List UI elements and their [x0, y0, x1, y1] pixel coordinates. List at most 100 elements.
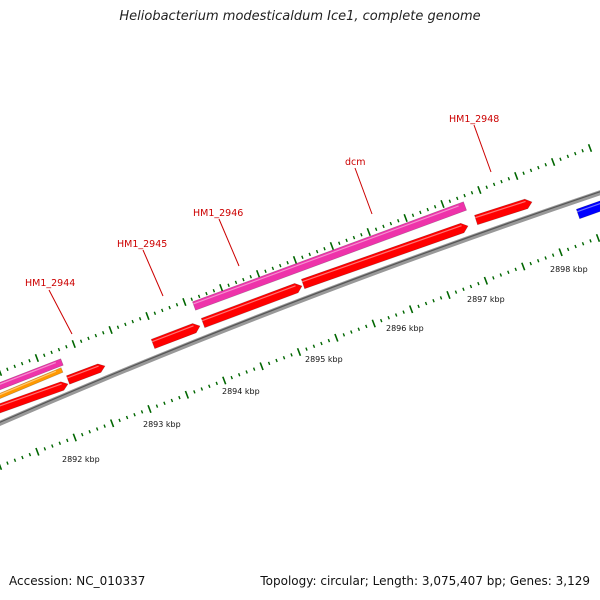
- lower-tick-mark: [133, 412, 136, 417]
- upper-tick-mark: [205, 291, 208, 296]
- upper-tick-mark: [448, 199, 452, 203]
- gene-label-dcm[interactable]: dcm: [345, 157, 366, 168]
- lower-tick-mark: [208, 384, 211, 388]
- upper-tick-mark: [212, 289, 216, 293]
- lower-tick-mark: [574, 244, 577, 249]
- gene-red-hm1-2944-highlight: [66, 365, 99, 379]
- lower-tick-mark: [88, 430, 91, 434]
- lower-tick-mark: [163, 401, 166, 406]
- upper-tick-mark: [264, 269, 267, 273]
- lower-tick-mark: [387, 316, 390, 320]
- lower-tick-mark: [544, 256, 547, 260]
- upper-tick-mark: [301, 255, 304, 259]
- gene-red-hm1-2946[interactable]: [200, 283, 303, 329]
- lower-tick-mark: [170, 398, 174, 403]
- lower-tick-mark: [282, 355, 286, 360]
- gene-pink-dcm-highlight: [193, 205, 459, 305]
- scale-label: 2895 kbp: [305, 355, 343, 364]
- lower-tick-mark: [6, 461, 9, 465]
- upper-tick-mark: [411, 213, 415, 217]
- gene-label-hm1-2945[interactable]: HM1_2945: [117, 239, 167, 250]
- lower-tick-mark: [230, 375, 233, 380]
- upper-tick-mark: [108, 325, 113, 335]
- lower-tick-mark: [215, 381, 218, 386]
- scale-label: 2894 kbp: [222, 387, 260, 396]
- lower-tick-mark: [514, 267, 517, 272]
- gene-red-left-highlight: [0, 383, 62, 407]
- genome-summary-text: Topology: circular; Length: 3,075,407 bp…: [260, 574, 590, 588]
- gene-orange-left[interactable]: [0, 367, 64, 401]
- gene-red-hm1-2946-highlight: [201, 285, 296, 322]
- lower-tick-mark: [95, 427, 99, 431]
- upper-tick-mark: [338, 241, 341, 245]
- lower-tick-mark: [312, 344, 316, 349]
- upper-tick-mark: [249, 275, 252, 279]
- upper-tick-mark: [559, 157, 562, 161]
- upper-tick-mark: [190, 297, 193, 301]
- lower-tick-mark: [147, 404, 152, 414]
- gene-label-hm1-2946[interactable]: HM1_2946: [193, 208, 243, 219]
- upper-tick-mark: [374, 227, 378, 231]
- upper-tick-mark: [0, 369, 3, 377]
- lower-tick-mark: [267, 361, 271, 366]
- gene-red-hm1-2945[interactable]: [150, 323, 201, 350]
- upper-tick-mark: [529, 168, 533, 173]
- lower-tick-mark: [178, 395, 181, 400]
- gene-red-hm1-2944[interactable]: [66, 363, 106, 385]
- upper-tick-mark: [522, 171, 525, 175]
- lower-tick-mark: [432, 298, 435, 303]
- upper-tick-mark: [419, 210, 422, 215]
- genome-title: Heliobacterium modesticaldum Ice1, compl…: [119, 9, 481, 24]
- upper-tick-mark: [500, 179, 503, 184]
- lower-tick-mark: [595, 233, 600, 243]
- upper-tick-mark: [279, 263, 282, 268]
- gene-pink-left-highlight: [0, 361, 56, 385]
- lower-tick-mark: [259, 362, 264, 371]
- lower-tick-mark: [469, 284, 473, 289]
- upper-tick-track: [0, 143, 593, 377]
- upper-tick-mark: [366, 227, 371, 237]
- upper-tick-mark: [456, 196, 459, 201]
- upper-tick-mark: [329, 241, 335, 251]
- upper-tick-mark: [57, 347, 61, 352]
- lower-tick-mark: [103, 424, 106, 428]
- gene-red-dcm-lower[interactable]: [300, 222, 469, 290]
- gene-label-hm1-2944[interactable]: HM1_2944: [25, 278, 75, 289]
- lower-tick-mark: [0, 463, 3, 471]
- gene-label-hm1-2948[interactable]: HM1_2948: [449, 114, 499, 125]
- upper-tick-mark: [587, 143, 593, 153]
- lower-tick-mark: [529, 261, 532, 266]
- upper-tick-mark: [227, 283, 230, 287]
- leader-hm1-2945: [142, 249, 164, 297]
- lower-tick-mark: [13, 458, 17, 463]
- gene-red-left[interactable]: [0, 381, 69, 414]
- upper-tick-mark: [315, 249, 319, 254]
- upper-tick-mark: [34, 353, 40, 363]
- upper-tick-mark: [397, 219, 400, 223]
- upper-tick-mark: [574, 151, 577, 156]
- lower-tick-mark: [402, 310, 405, 314]
- upper-tick-mark: [286, 261, 289, 265]
- gene-red-hm1-2948[interactable]: [474, 198, 533, 226]
- lower-tick-mark: [521, 262, 526, 271]
- lower-tick-mark: [342, 333, 346, 337]
- genome-backbone: [0, 190, 600, 426]
- upper-tick-mark: [79, 339, 83, 343]
- lower-tick-mark: [446, 290, 451, 300]
- gene-blue-right[interactable]: [575, 197, 600, 220]
- lower-tick-mark: [252, 367, 256, 371]
- lower-tick-mark: [43, 447, 47, 451]
- upper-tick-mark: [292, 255, 298, 265]
- leader-hm1-2944: [48, 289, 73, 335]
- lower-tick-mark: [492, 276, 495, 280]
- upper-tick-mark: [87, 336, 90, 341]
- lower-tick-mark: [365, 324, 368, 329]
- lower-tick-mark: [200, 387, 204, 391]
- upper-tick-mark: [6, 367, 9, 371]
- lower-tick-mark: [245, 370, 248, 374]
- upper-tick-mark: [389, 221, 393, 226]
- gene-pink-dcm[interactable]: [192, 201, 467, 311]
- gene-pink-left[interactable]: [0, 358, 64, 392]
- upper-tick-mark: [403, 213, 408, 223]
- lower-tick-mark: [21, 455, 24, 460]
